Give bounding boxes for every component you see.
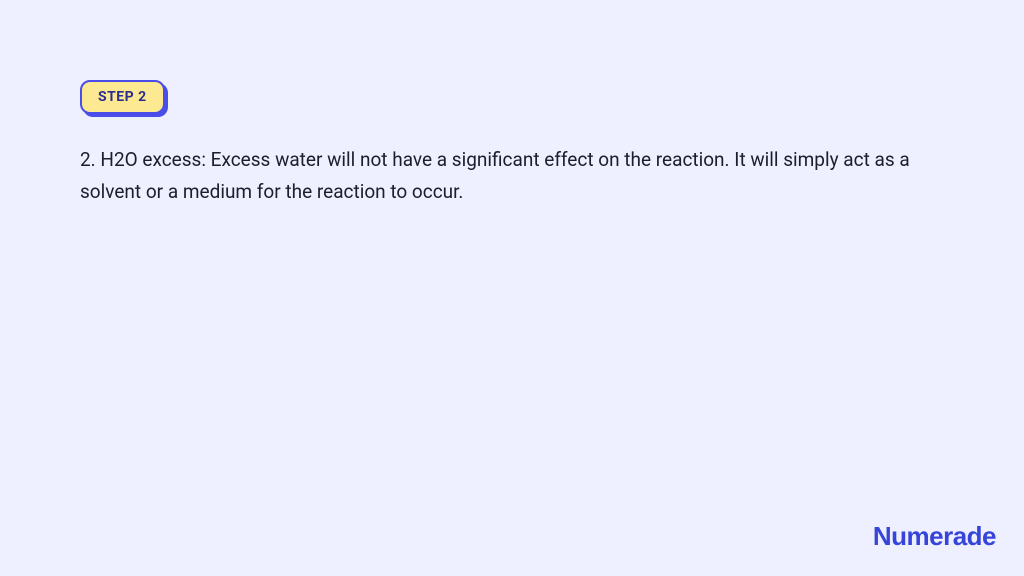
content-area: STEP 2 2. H2O excess: Excess water will … <box>0 0 1024 209</box>
step-badge: STEP 2 <box>80 80 165 114</box>
brand-logo: Numerade <box>873 521 996 552</box>
step-body-text: 2. H2O excess: Excess water will not hav… <box>80 144 944 209</box>
